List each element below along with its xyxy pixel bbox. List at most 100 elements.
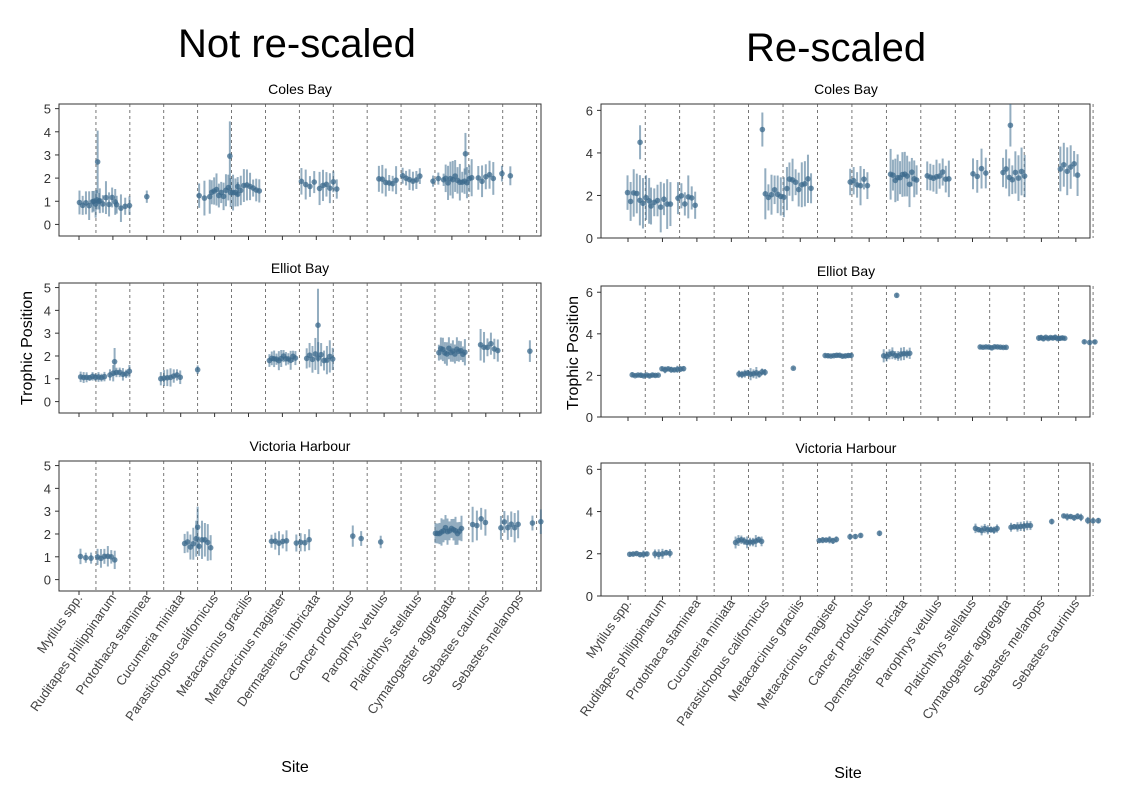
y-tick-label-not-rescaled-1-3: 3 (44, 326, 51, 341)
data-point-not-rescaled-0-6-1 (237, 187, 244, 194)
data-point-rescaled-1-5-9 (906, 350, 913, 357)
data-point-rescaled-0-3-7 (784, 185, 790, 192)
data-point-not-rescaled-2-9-0 (498, 525, 504, 531)
data-point-not-rescaled-2-9-3 (508, 521, 515, 527)
data-point-rescaled-0-1-0 (648, 203, 654, 209)
data-point-not-rescaled-0-10-5 (417, 173, 423, 179)
y-tick-label-rescaled-1-4: 4 (586, 327, 593, 342)
data-point-not-rescaled-0-9-5 (393, 177, 399, 183)
y-tick-label-rescaled-1-2: 2 (586, 368, 593, 383)
data-point-rescaled-1-8-1 (1086, 339, 1093, 346)
data-point-rescaled-2-10-2 (1095, 517, 1102, 524)
panel-frame-rescaled-2 (600, 462, 1091, 597)
y-tick-label-not-rescaled-1-1: 1 (44, 372, 51, 387)
data-point-rescaled-0-9-3 (1009, 176, 1016, 183)
data-point-not-rescaled-2-6-0 (377, 539, 384, 545)
y-tick-label-rescaled-1-0: 0 (586, 410, 593, 425)
data-point-rescaled-1-4-9 (848, 352, 854, 359)
data-point-not-rescaled-2-2-8 (204, 539, 211, 546)
data-point-rescaled-2-6-7 (994, 525, 1000, 532)
data-point-not-rescaled-0-7-2 (307, 183, 313, 190)
data-point-rescaled-0-1-3 (657, 204, 664, 210)
data-point-not-rescaled-1-5-5 (318, 351, 324, 358)
panel-title-not-rescaled-1: Elliot Bay (271, 260, 329, 276)
data-point-rescaled-0-5-5 (864, 182, 871, 189)
outlier-point-not-rescaled-1-1 (111, 358, 118, 365)
outlier-point-not-rescaled-2-0 (194, 524, 201, 530)
panel-title-rescaled-2: Victoria Harbour (796, 440, 897, 456)
data-point-not-rescaled-2-0-1 (82, 554, 89, 561)
data-point-not-rescaled-0-11-0 (430, 178, 436, 184)
data-point-not-rescaled-2-4-0 (293, 540, 300, 546)
y-tick-label-not-rescaled-2-5: 5 (44, 459, 51, 474)
data-point-not-rescaled-2-2-1 (184, 539, 191, 545)
ylabel-rescaled: Trophic Position (565, 296, 582, 410)
data-point-not-rescaled-2-10-1 (538, 518, 544, 525)
xlabel-not-rescaled: Site (281, 759, 309, 776)
y-tick-label-not-rescaled-2-2: 2 (44, 527, 51, 542)
data-point-not-rescaled-1-5-9 (329, 356, 336, 362)
data-point-not-rescaled-2-0-2 (88, 555, 94, 561)
outlier-point-not-rescaled-0-1 (227, 153, 233, 159)
data-point-rescaled-0-8-1 (974, 173, 981, 180)
data-point-not-rescaled-0-6-7 (256, 188, 263, 194)
data-point-not-rescaled-1-7-5 (494, 347, 501, 354)
data-point-rescaled-0-9-5 (1015, 175, 1022, 181)
data-point-rescaled-0-4-7 (808, 185, 814, 192)
y-tick-label-not-rescaled-2-0: 0 (44, 573, 51, 588)
data-point-rescaled-1-8-2 (1092, 339, 1098, 345)
data-point-not-rescaled-2-0-0 (77, 553, 84, 560)
y-tick-label-not-rescaled-2-1: 1 (44, 550, 51, 565)
data-point-rescaled-2-4-2 (857, 532, 864, 539)
data-point-rescaled-0-1-2 (654, 197, 661, 204)
data-point-not-rescaled-0-3-0 (144, 193, 150, 200)
outlier-point-rescaled-0-1 (759, 126, 766, 133)
y-tick-label-not-rescaled-0-4: 4 (44, 125, 51, 140)
outlier-point-rescaled-1-0 (893, 292, 900, 299)
data-point-not-rescaled-0-7-3 (311, 179, 318, 185)
data-point-not-rescaled-2-5-1 (358, 535, 364, 542)
data-point-not-rescaled-0-2-3 (126, 202, 133, 209)
data-point-not-rescaled-2-7-13 (458, 525, 465, 532)
data-point-rescaled-2-0-5 (644, 551, 650, 557)
data-point-not-rescaled-0-1-6 (109, 194, 115, 201)
data-point-rescaled-2-5-0 (876, 530, 883, 537)
data-point-not-rescaled-1-5-2 (309, 356, 316, 363)
data-point-not-rescaled-0-13-1 (479, 178, 485, 185)
right-figure-title: Re-scaled (746, 26, 927, 70)
data-point-not-rescaled-0-0-3 (86, 202, 92, 209)
data-point-rescaled-1-1-7 (680, 365, 687, 372)
data-point-not-rescaled-0-6-0 (234, 183, 241, 190)
data-point-not-rescaled-1-4-11 (292, 355, 299, 361)
data-point-rescaled-0-5-3 (857, 182, 864, 189)
data-point-not-rescaled-2-3-4 (283, 538, 290, 544)
data-point-rescaled-0-10-4 (1071, 161, 1077, 167)
data-point-not-rescaled-2-8-0 (469, 521, 476, 528)
data-point-rescaled-2-10-0 (1084, 517, 1091, 524)
data-point-not-rescaled-0-1-4 (103, 194, 109, 201)
y-tick-label-rescaled-2-4: 4 (586, 505, 593, 520)
data-point-not-rescaled-2-2-3 (190, 540, 197, 547)
data-point-rescaled-0-7-5 (939, 169, 946, 175)
y-tick-label-rescaled-1-6: 6 (586, 285, 593, 300)
data-point-rescaled-0-1-4 (661, 196, 667, 203)
data-point-not-rescaled-2-5-0 (349, 533, 356, 539)
data-point-rescaled-0-8-3 (982, 170, 989, 176)
data-point-not-rescaled-2-4-1 (297, 539, 304, 546)
data-point-not-rescaled-2-10-0 (529, 520, 536, 526)
data-point-not-rescaled-1-7-2 (484, 344, 491, 351)
y-tick-label-rescaled-0-6: 6 (586, 103, 593, 118)
xlabel-rescaled: Site (834, 765, 862, 782)
data-point-rescaled-2-7-6 (1027, 522, 1034, 529)
data-point-not-rescaled-0-10-4 (413, 177, 420, 183)
data-point-rescaled-0-10-2 (1064, 168, 1071, 175)
data-point-not-rescaled-1-3-0 (194, 366, 201, 373)
data-point-rescaled-0-3-3 (771, 186, 778, 193)
data-point-not-rescaled-1-5-1 (306, 352, 313, 359)
data-point-not-rescaled-1-6-13 (462, 349, 468, 356)
panel-title-rescaled-1: Elliot Bay (817, 263, 875, 279)
data-point-rescaled-0-5-1 (850, 177, 857, 184)
outlier-point-rescaled-0-2 (1007, 122, 1014, 129)
y-tick-label-not-rescaled-1-5: 5 (44, 281, 51, 296)
data-point-not-rescaled-0-13-3 (486, 171, 493, 178)
